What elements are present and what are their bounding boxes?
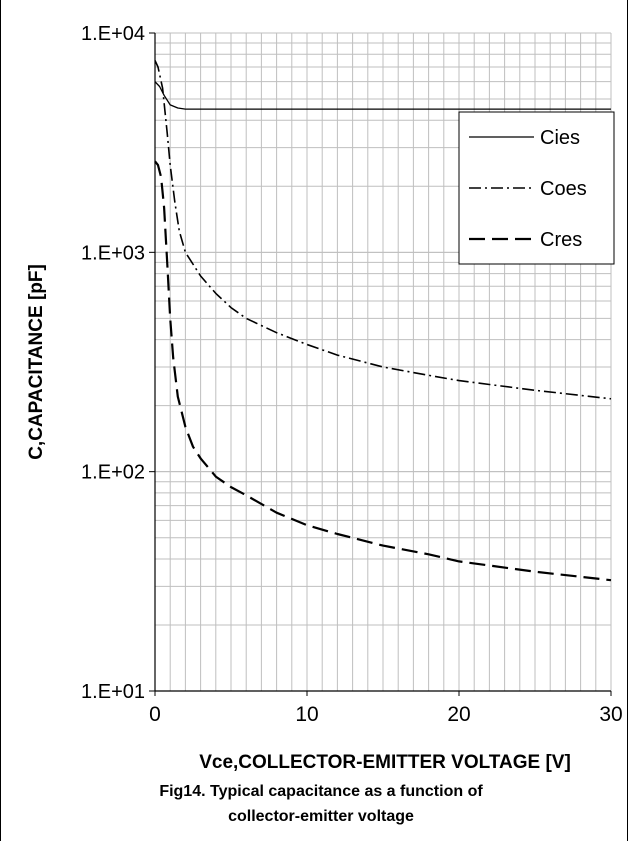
legend-label-cres: Cres: [540, 229, 582, 251]
y-tick-label: 1.E+01: [81, 681, 145, 703]
axes: [149, 32, 612, 696]
figure-caption-line1: Fig14. Typical capacitance as a function…: [159, 783, 483, 800]
legend-label-cies: Cies: [540, 127, 580, 149]
legend-box: [458, 111, 615, 265]
y-tick-label: 1.E+03: [81, 242, 145, 264]
y-tick-label: 1.E+02: [81, 462, 145, 484]
capacitance-chart: 1.E+01 1.E+02 1.E+03 1.E+04 0 10 20 30 Vce,COLL…: [26, 23, 623, 773]
series-line-coes: [154, 60, 612, 400]
x-axis-label: Vce,COLLECTOR-EMITTER VOLTAGE [V]: [199, 752, 571, 773]
x-tick-label: 0: [149, 703, 161, 726]
figure-caption-line2: collector-emitter voltage: [228, 808, 414, 825]
tick-labels: 1.E+01 1.E+02 1.E+03 1.E+04 0 10 20 30: [81, 23, 623, 726]
x-tick-label: 30: [599, 703, 622, 726]
series-line-cres: [154, 160, 612, 582]
frame-left-edge: [0, 0, 1, 841]
y-tick-label: 1.E+04: [81, 23, 145, 45]
y-axis-label: C,CAPACITANCE [pF]: [26, 264, 47, 460]
legend: Cies Coes Cres: [458, 111, 615, 265]
series-group: [154, 60, 612, 582]
x-tick-label: 10: [295, 703, 318, 726]
x-tick-label: 20: [447, 703, 470, 726]
frame-right-edge: [627, 0, 628, 841]
legend-label-coes: Coes: [540, 178, 587, 200]
